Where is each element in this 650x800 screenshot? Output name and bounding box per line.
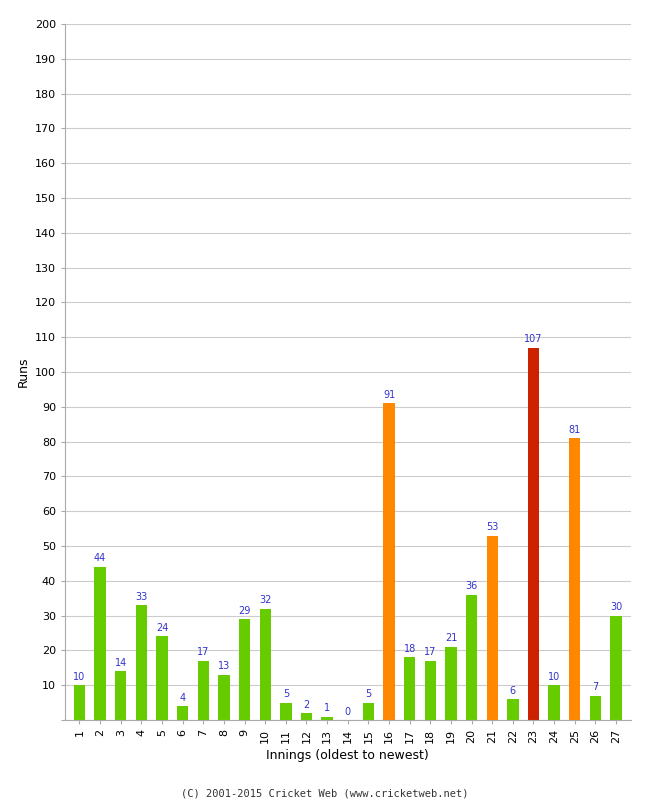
Text: 14: 14 — [114, 658, 127, 668]
Text: 5: 5 — [283, 689, 289, 699]
Bar — [157, 637, 168, 720]
Text: 5: 5 — [365, 689, 372, 699]
Text: 107: 107 — [525, 334, 543, 344]
Bar — [177, 706, 188, 720]
Text: 30: 30 — [610, 602, 622, 612]
Text: 44: 44 — [94, 554, 106, 563]
Bar — [115, 671, 126, 720]
Bar — [424, 661, 436, 720]
Bar — [384, 403, 395, 720]
Bar — [569, 438, 580, 720]
Bar — [280, 702, 291, 720]
Bar — [259, 609, 271, 720]
Text: 1: 1 — [324, 703, 330, 713]
Bar — [404, 658, 415, 720]
Bar — [239, 619, 250, 720]
Text: 7: 7 — [592, 682, 599, 692]
Bar — [590, 696, 601, 720]
Text: 91: 91 — [383, 390, 395, 400]
Bar — [549, 685, 560, 720]
Text: 36: 36 — [465, 582, 478, 591]
Bar — [218, 674, 229, 720]
Bar — [610, 616, 622, 720]
Bar — [445, 647, 456, 720]
Text: (C) 2001-2015 Cricket Web (www.cricketweb.net): (C) 2001-2015 Cricket Web (www.cricketwe… — [181, 788, 469, 798]
Bar — [487, 535, 498, 720]
Bar — [322, 717, 333, 720]
Text: 17: 17 — [424, 647, 437, 658]
Text: 29: 29 — [239, 606, 251, 616]
Bar — [301, 713, 312, 720]
Text: 10: 10 — [73, 672, 86, 682]
Text: 6: 6 — [510, 686, 516, 696]
Bar — [94, 567, 106, 720]
Text: 13: 13 — [218, 662, 230, 671]
Bar — [528, 348, 539, 720]
Text: 4: 4 — [179, 693, 186, 702]
Text: 53: 53 — [486, 522, 499, 532]
Text: 10: 10 — [548, 672, 560, 682]
X-axis label: Innings (oldest to newest): Innings (oldest to newest) — [266, 749, 429, 762]
Text: 81: 81 — [569, 425, 581, 434]
Bar — [73, 685, 85, 720]
Text: 33: 33 — [135, 592, 148, 602]
Bar — [466, 594, 477, 720]
Text: 2: 2 — [304, 699, 309, 710]
Bar — [363, 702, 374, 720]
Y-axis label: Runs: Runs — [16, 357, 29, 387]
Bar — [198, 661, 209, 720]
Text: 17: 17 — [197, 647, 209, 658]
Text: 32: 32 — [259, 595, 272, 605]
Bar — [507, 699, 519, 720]
Text: 21: 21 — [445, 634, 457, 643]
Text: 18: 18 — [404, 644, 416, 654]
Text: 0: 0 — [344, 706, 351, 717]
Bar — [136, 605, 147, 720]
Text: 24: 24 — [156, 623, 168, 633]
